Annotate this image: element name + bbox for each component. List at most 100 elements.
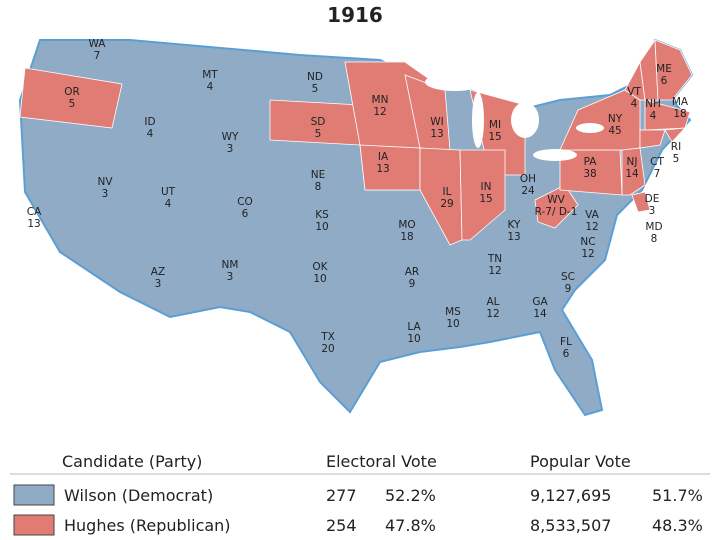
- state-abbr: LA: [407, 321, 421, 333]
- legend-swatch: [13, 514, 55, 536]
- state-votes: 13: [376, 163, 389, 175]
- state-abbr: NH: [645, 98, 661, 110]
- state-votes: 10: [446, 318, 459, 330]
- state-votes: 7: [94, 50, 101, 62]
- state-abbr: SD: [311, 116, 326, 128]
- state-votes: 10: [407, 333, 420, 345]
- state-abbr: GA: [532, 296, 548, 308]
- state-votes: 6: [661, 75, 668, 87]
- state-votes: 13: [430, 128, 443, 140]
- state-region: [621, 147, 646, 196]
- state-abbr: KS: [315, 209, 329, 221]
- state-abbr: AL: [486, 296, 499, 308]
- state-votes: 5: [315, 128, 322, 140]
- state-abbr: NM: [222, 259, 239, 271]
- state-votes: 14: [533, 308, 547, 320]
- state-abbr: WV: [547, 194, 565, 206]
- state-votes: 45: [608, 125, 621, 137]
- state-votes: 13: [507, 231, 520, 243]
- state-region: [631, 191, 651, 213]
- state-abbr: NE: [311, 169, 326, 181]
- state-abbr: UT: [161, 186, 176, 198]
- state-votes: 12: [486, 308, 499, 320]
- state-abbr: FL: [560, 336, 572, 348]
- state-region: [359, 144, 421, 191]
- lake-huron: [511, 102, 539, 138]
- state-abbr: AZ: [151, 266, 165, 278]
- state-abbr: CA: [27, 206, 42, 218]
- state-abbr: NV: [97, 176, 113, 188]
- state-votes: 9: [565, 283, 572, 295]
- state-votes: 12: [585, 221, 598, 233]
- state-abbr: PA: [584, 156, 598, 168]
- legend-swatch: [13, 484, 55, 506]
- state-votes: 6: [242, 208, 249, 220]
- lake-michigan: [472, 92, 484, 148]
- state-votes: 4: [165, 198, 172, 210]
- state-votes: 10: [315, 221, 328, 233]
- state-abbr: AR: [405, 266, 419, 278]
- state-abbr: OR: [64, 86, 80, 98]
- state-votes: 15: [488, 131, 501, 143]
- legend-header: Candidate (Party): [62, 452, 202, 471]
- state-votes: 3: [649, 205, 656, 217]
- title: 1916: [327, 3, 383, 27]
- state-votes: 3: [227, 271, 234, 283]
- state-abbr: NC: [580, 236, 595, 248]
- state-abbr: IA: [378, 151, 389, 163]
- state-abbr: WY: [222, 131, 239, 143]
- state-region: [664, 127, 687, 143]
- state-abbr: CO: [237, 196, 253, 208]
- state-region: [459, 149, 506, 241]
- state-region: [639, 129, 666, 149]
- state-votes: 6: [563, 348, 570, 360]
- state-votes: 5: [673, 153, 680, 165]
- state-abbr: MA: [672, 96, 689, 108]
- state-votes: 4: [207, 81, 214, 93]
- state-abbr: IN: [481, 181, 492, 193]
- state-abbr: VT: [627, 86, 641, 98]
- state-votes: 12: [488, 265, 501, 277]
- lake-superior: [425, 73, 485, 91]
- state-votes: 29: [440, 198, 453, 210]
- state-abbr: VA: [585, 209, 600, 221]
- state-abbr: TN: [487, 253, 502, 265]
- state-abbr: RI: [671, 141, 681, 153]
- popular-vote: 8,533,507: [530, 516, 611, 535]
- electoral-pct: 52.2%: [385, 486, 436, 505]
- popular-pct: 51.7%: [652, 486, 703, 505]
- state-abbr: MN: [372, 94, 389, 106]
- state-votes: 14: [625, 168, 639, 180]
- state-votes: 20: [321, 343, 334, 355]
- state-votes: 10: [313, 273, 326, 285]
- legend-header: Electoral Vote: [326, 452, 437, 471]
- state-abbr: KY: [508, 219, 522, 231]
- state-votes: 5: [312, 83, 319, 95]
- state-votes: 4: [147, 128, 154, 140]
- state-abbr: ME: [656, 63, 672, 75]
- electoral-vote: 277: [326, 486, 357, 505]
- state-votes: 3: [227, 143, 234, 155]
- state-region: [469, 89, 526, 176]
- state-votes: R-7/ D-1: [535, 206, 578, 218]
- state-abbr: DE: [645, 193, 660, 205]
- state-abbr: OK: [312, 261, 328, 273]
- state-region: [419, 147, 463, 246]
- state-abbr: IL: [443, 186, 452, 198]
- legend-candidate: Hughes (Republican): [64, 516, 231, 535]
- state-votes: 12: [581, 248, 594, 260]
- legend-header: Popular Vote: [530, 452, 631, 471]
- state-votes: 8: [315, 181, 322, 193]
- state-votes: 8: [651, 233, 658, 245]
- state-region: [19, 67, 123, 129]
- state-votes: 3: [155, 278, 162, 290]
- state-abbr: NY: [608, 113, 623, 125]
- state-votes: 12: [373, 106, 386, 118]
- state-abbr: SC: [561, 271, 575, 283]
- state-votes: 13: [27, 218, 40, 230]
- state-abbr: TX: [320, 331, 335, 343]
- state-votes: 24: [521, 185, 535, 197]
- state-votes: 15: [479, 193, 492, 205]
- state-votes: 18: [673, 108, 686, 120]
